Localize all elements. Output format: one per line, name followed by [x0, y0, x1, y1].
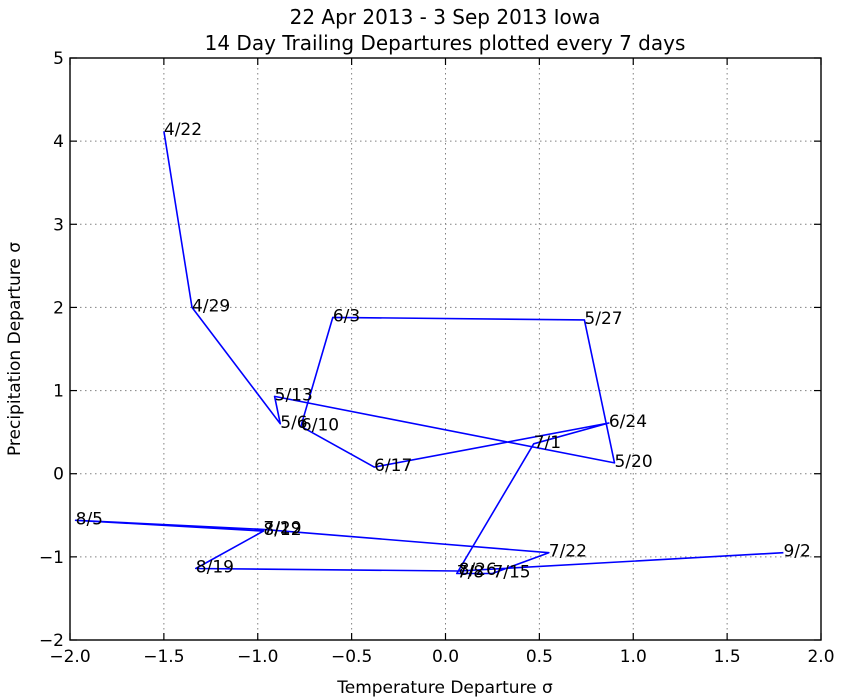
departure-trace-line [74, 131, 784, 575]
point-label: 8/19 [196, 557, 234, 577]
x-tick-label: −1.0 [237, 647, 278, 667]
point-label: 9/2 [783, 542, 810, 562]
x-axis-label: Temperature Departure σ [336, 678, 553, 698]
x-tick-label: 1.0 [620, 647, 647, 667]
chart-title-line1: 22 Apr 2013 - 3 Sep 2013 Iowa [290, 5, 601, 29]
point-label: 5/13 [275, 385, 313, 405]
point-label: 5/27 [584, 309, 622, 329]
y-tick-label: 5 [53, 49, 64, 69]
x-tick-label: −1.5 [143, 647, 184, 667]
point-label: 8/12 [263, 520, 301, 540]
grid-lines [70, 58, 821, 640]
point-label: 5/20 [614, 452, 652, 472]
x-tick-label: 1.5 [714, 647, 741, 667]
y-tick-label: −2 [39, 631, 64, 651]
x-tick-label: 2.0 [807, 647, 834, 667]
y-tick-label: 4 [53, 132, 64, 152]
x-tick-label: −2.0 [49, 647, 90, 667]
y-tick-label: −1 [39, 548, 64, 568]
x-tick-label: 0.0 [432, 647, 459, 667]
point-label: 8/5 [76, 509, 103, 529]
point-label: 6/10 [301, 415, 339, 435]
x-tick-label: −0.5 [331, 647, 372, 667]
y-tick-label: 1 [53, 382, 64, 402]
y-tick-label: 3 [53, 215, 64, 235]
point-label: 7/8 [457, 562, 484, 582]
point-label: 5/6 [280, 413, 307, 433]
point-label: 8/26 [459, 560, 497, 580]
point-label: 7/1 [534, 433, 561, 453]
y-axis-label: Precipitation Departure σ [5, 242, 25, 456]
point-labels: 4/22 4/29 5/6 5/13 5/20 5/27 6/3 6/10 6/17 6/24 7/… [76, 120, 811, 582]
point-label: 7/15 [492, 562, 530, 582]
y-tick-label: 0 [53, 465, 64, 485]
chart-title-line2: 14 Day Trailing Departures plotted every… [205, 31, 686, 55]
x-tick-label: 0.5 [526, 647, 553, 667]
point-label: 7/22 [549, 542, 587, 562]
point-label: 4/22 [164, 120, 202, 140]
point-label: 6/3 [333, 306, 360, 326]
point-label: 7/29 [263, 518, 301, 538]
y-tick-label: 2 [53, 298, 64, 318]
axis-ticks: −2.0 −1.5 −1.0 −0.5 0.0 0.5 1.0 1.5 2.0−2−101234… [39, 49, 835, 667]
point-label: 6/17 [374, 456, 412, 476]
point-label: 6/24 [609, 412, 647, 432]
point-label: 4/29 [192, 296, 230, 316]
